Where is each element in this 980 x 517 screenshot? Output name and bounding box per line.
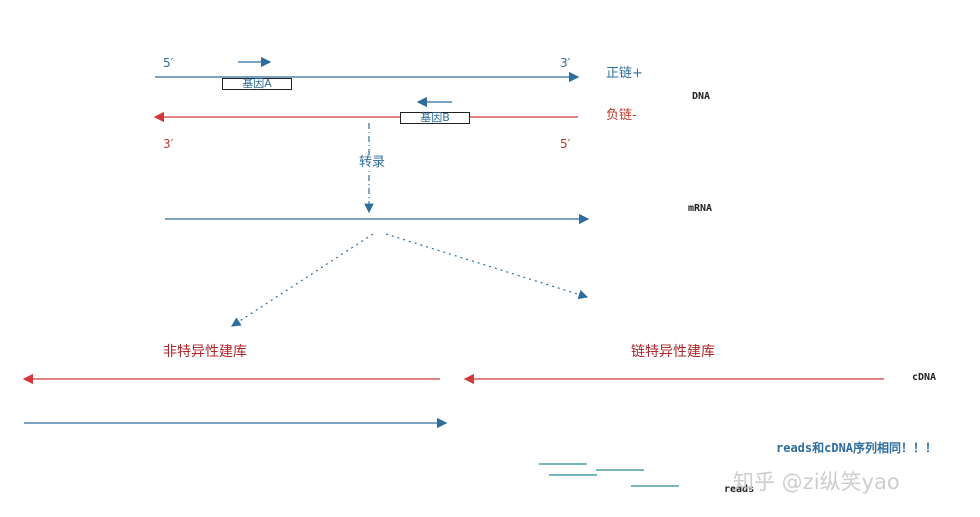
cdna-label: cDNA — [912, 372, 937, 383]
dna-label: DNA — [692, 91, 711, 102]
non-specific-library-label: 非特异性建库 — [163, 344, 247, 360]
gene-a-box: 基因A — [222, 78, 292, 90]
mrna-label: mRNA — [688, 203, 713, 214]
watermark: 知乎 @zi纵笑yao — [733, 470, 900, 494]
branch-left-arrow — [230, 233, 374, 327]
five-prime-top-label: 5′ — [163, 56, 174, 70]
reads-note-label: reads和cDNA序列相同！！！ — [776, 441, 938, 455]
three-prime-bottom-label: 3′ — [163, 137, 174, 151]
gene-a-label: 基因A — [242, 77, 272, 90]
gene-b-box: 基因B — [400, 112, 470, 124]
plus-strand-label: 正链+ — [606, 66, 643, 81]
strand-specific-library-label: 链特异性建库 — [631, 344, 715, 360]
gene-b-label: 基因B — [420, 111, 450, 124]
transcription-label: 转录 — [359, 155, 386, 170]
branch-right-arrow — [385, 233, 589, 300]
three-prime-top-label: 3′ — [560, 56, 571, 70]
reads-label: reads — [724, 484, 755, 495]
minus-strand-label: 负链- — [606, 108, 637, 123]
five-prime-bottom-label: 5′ — [560, 137, 571, 151]
